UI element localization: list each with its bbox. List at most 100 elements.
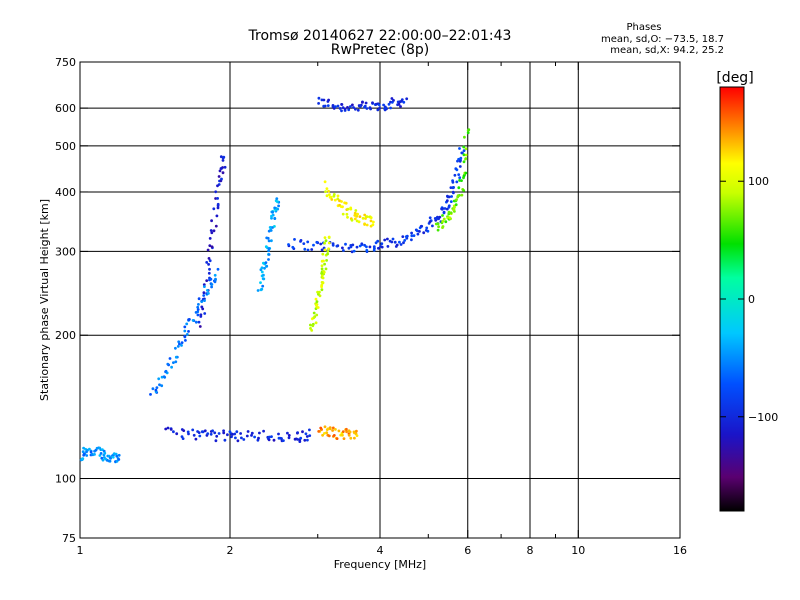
echo-point — [306, 240, 310, 244]
echo-point — [205, 261, 209, 264]
echo-point — [293, 238, 296, 241]
echo-point — [215, 434, 219, 438]
echo-point — [223, 165, 227, 169]
echo-point — [207, 257, 211, 260]
echo-point — [85, 454, 89, 457]
echo-point — [320, 267, 324, 271]
echo-point — [369, 216, 373, 220]
echo-point — [369, 107, 372, 111]
echo-point — [447, 204, 451, 208]
echo-point — [185, 333, 189, 336]
echo-point — [208, 259, 212, 263]
echo-point — [368, 245, 372, 249]
echo-point — [317, 102, 320, 105]
echo-point — [327, 247, 330, 251]
echo-point — [264, 245, 268, 249]
echo-point — [117, 458, 121, 461]
echo-point — [351, 103, 354, 107]
echo-point — [346, 215, 349, 219]
echo-point — [349, 436, 353, 440]
echo-point — [197, 320, 201, 324]
echo-point — [272, 438, 276, 442]
echo-point — [458, 165, 462, 168]
chart-subtitle: RwPretec (8p) — [331, 42, 429, 58]
echo-point — [320, 283, 324, 287]
echo-point — [270, 216, 273, 220]
echo-point — [200, 305, 204, 309]
echo-point — [197, 297, 201, 301]
echo-point — [410, 234, 414, 238]
echo-point — [198, 325, 202, 328]
echo-point — [103, 451, 107, 455]
echo-point — [228, 430, 232, 433]
echo-point — [401, 235, 405, 239]
echo-point — [321, 281, 325, 284]
echo-point — [449, 211, 453, 215]
echo-point — [192, 433, 196, 437]
echo-point — [164, 369, 168, 373]
echo-point — [111, 455, 115, 459]
echo-point — [453, 173, 457, 177]
echo-point — [416, 232, 420, 236]
echo-point — [452, 186, 455, 189]
echo-point — [231, 433, 234, 436]
x-tick-label: 2 — [227, 544, 234, 557]
echo-point — [323, 432, 326, 435]
echo-point — [350, 218, 354, 222]
echo-point — [349, 105, 352, 108]
echo-point — [340, 103, 344, 106]
echo-point — [207, 292, 210, 295]
x-axis-ticks: 1 2 4 6 8 10 16 — [77, 62, 687, 557]
echo-point — [200, 300, 204, 303]
echo-point — [397, 102, 401, 106]
echo-point — [400, 99, 403, 103]
echo-point — [335, 244, 339, 248]
echo-point — [371, 101, 374, 105]
echo-point — [233, 432, 237, 436]
y-tick-label: 300 — [55, 245, 76, 258]
echo-point — [115, 454, 119, 458]
echo-point — [455, 180, 459, 184]
echo-point — [261, 284, 265, 288]
echo-point — [185, 322, 189, 326]
echo-point — [304, 432, 308, 436]
y-tick-label: 600 — [55, 102, 76, 115]
echo-point — [277, 432, 280, 436]
echo-point — [219, 155, 223, 159]
echo-point — [447, 210, 451, 214]
echo-point — [336, 197, 340, 201]
echo-point — [199, 315, 203, 318]
echo-point — [334, 105, 337, 109]
echo-point — [196, 308, 200, 311]
echo-point — [188, 318, 191, 321]
echo-point — [212, 207, 216, 211]
echo-point — [322, 104, 326, 108]
x-tick-label: 8 — [527, 544, 534, 557]
echo-point — [336, 104, 340, 108]
echo-point — [242, 438, 246, 441]
echo-point — [320, 98, 324, 102]
echo-point — [223, 438, 227, 442]
echo-point — [221, 171, 225, 175]
y-tick-label: 200 — [55, 329, 76, 342]
echo-point — [214, 439, 218, 443]
echo-point — [316, 306, 320, 309]
echo-point — [308, 434, 312, 437]
echo-point — [425, 226, 429, 230]
echo-point — [82, 446, 85, 450]
echo-point — [213, 273, 217, 277]
echo-point — [207, 271, 211, 275]
echo-point — [180, 341, 184, 344]
echo-point — [209, 229, 213, 232]
colorbar-label: [deg] — [716, 70, 753, 86]
echo-point — [457, 173, 461, 177]
echo-point — [208, 244, 212, 248]
echo-point — [351, 243, 355, 247]
echo-point — [458, 147, 461, 150]
echo-point — [291, 245, 295, 249]
echo-point — [347, 246, 351, 250]
echo-point — [215, 214, 219, 218]
echo-point — [340, 200, 343, 203]
echo-point — [101, 458, 105, 462]
